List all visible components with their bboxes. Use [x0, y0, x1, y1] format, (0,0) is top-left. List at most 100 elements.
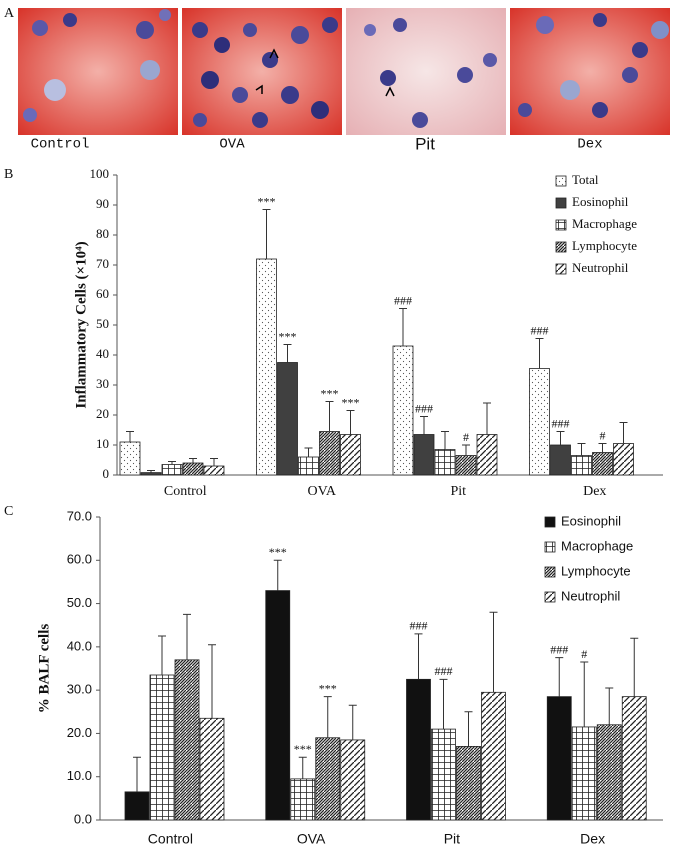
bar [203, 465, 225, 476]
bar [140, 472, 162, 476]
x-tick-label: Control [164, 484, 207, 499]
significance-label: ### [435, 664, 453, 678]
error-bar [577, 443, 586, 456]
significance-label: ### [394, 293, 412, 307]
y-tick-label: 50 [96, 316, 109, 331]
y-tick-label: 70 [96, 256, 109, 271]
bar [265, 590, 291, 821]
y-tick-label: 30.0 [67, 682, 92, 697]
error-bar [133, 756, 141, 792]
bar [406, 678, 431, 821]
significance-label: *** [258, 194, 276, 208]
bar [174, 659, 200, 821]
error-bar [323, 696, 332, 738]
y-tick-label: 0 [103, 466, 110, 481]
image-label: Control [31, 137, 90, 153]
significance-label: ### [410, 619, 428, 633]
micrograph [346, 8, 506, 135]
error-bar [439, 678, 448, 730]
legend-label: Total [572, 172, 599, 187]
error-bar [535, 338, 544, 369]
error-bar [464, 711, 473, 747]
significance-label: *** [294, 742, 312, 756]
panel-label: C [4, 504, 13, 519]
error-bar [183, 613, 191, 660]
bar [481, 691, 506, 821]
legend-label: Eosinophil [561, 513, 621, 528]
significance-label: ### [550, 642, 568, 656]
significance-label: # [463, 430, 469, 444]
legend-swatch [555, 197, 567, 209]
significance-label: ### [415, 401, 433, 415]
y-tick-label: 10 [96, 436, 109, 451]
error-bar [605, 687, 614, 725]
error-bar [556, 431, 565, 445]
y-tick-label: 60.0 [67, 552, 92, 567]
bar [149, 674, 175, 821]
bar [119, 441, 141, 476]
legend-label: Macrophage [572, 216, 637, 231]
error-bar [283, 344, 292, 363]
error-bar [273, 559, 282, 591]
bar [546, 696, 572, 821]
bar [550, 444, 571, 476]
bar [613, 443, 634, 476]
panel-label: A [4, 6, 15, 21]
legend-swatch [544, 591, 556, 603]
y-tick-label: 20.0 [67, 725, 92, 740]
error-bar [298, 756, 307, 779]
significance-label: ### [552, 416, 570, 430]
x-tick-label: OVA [307, 484, 336, 499]
legend-label: Lymphocyte [561, 563, 631, 578]
bar [392, 345, 414, 476]
legend-label: Neutrophil [561, 588, 620, 603]
micrograph [182, 8, 342, 135]
legend-label: Macrophage [561, 538, 633, 553]
y-axis-label: Inflammatory Cells (×10⁴) [73, 241, 89, 408]
error-bar [598, 443, 607, 453]
error-bar [619, 422, 628, 444]
legend-swatch [544, 566, 556, 578]
legend-label: Neutrophil [572, 260, 629, 275]
error-bar [441, 431, 449, 450]
image-label: OVA [219, 137, 245, 153]
y-tick-label: 10.0 [67, 768, 92, 783]
bar [199, 717, 225, 821]
bar [529, 368, 550, 476]
significance-label: *** [321, 386, 339, 400]
x-tick-label: Dex [583, 484, 606, 499]
bar [277, 362, 298, 476]
significance-label: *** [269, 545, 287, 559]
error-bar [147, 470, 155, 473]
error-bar [325, 401, 334, 432]
significance-label: *** [279, 329, 297, 343]
legend-swatch [555, 219, 567, 231]
y-tick-label: 20 [96, 406, 109, 421]
y-tick-label: 70.0 [67, 508, 92, 523]
y-axis-label: % BALF cells [36, 624, 52, 714]
error-bar [489, 611, 498, 693]
y-tick-label: 100 [90, 166, 110, 181]
y-tick-label: 50.0 [67, 595, 92, 610]
significance-label: # [581, 647, 587, 661]
legend-swatch [544, 541, 556, 553]
error-bar [208, 644, 216, 719]
y-tick-label: 30 [96, 376, 109, 391]
y-tick-label: 0.0 [74, 811, 92, 826]
panel-label: B [4, 167, 13, 182]
error-bar [348, 704, 357, 740]
error-bar [630, 637, 639, 697]
error-bar [262, 209, 271, 259]
bar [315, 737, 341, 821]
image-label: Dex [577, 137, 602, 153]
x-tick-label: Dex [580, 831, 605, 847]
micrograph [18, 8, 178, 135]
bar [456, 746, 481, 821]
bar [571, 455, 592, 476]
bar [571, 726, 597, 821]
legend-swatch [555, 241, 567, 253]
significance-label: # [600, 428, 606, 442]
legend-swatch [555, 175, 567, 187]
error-bar [158, 635, 166, 675]
